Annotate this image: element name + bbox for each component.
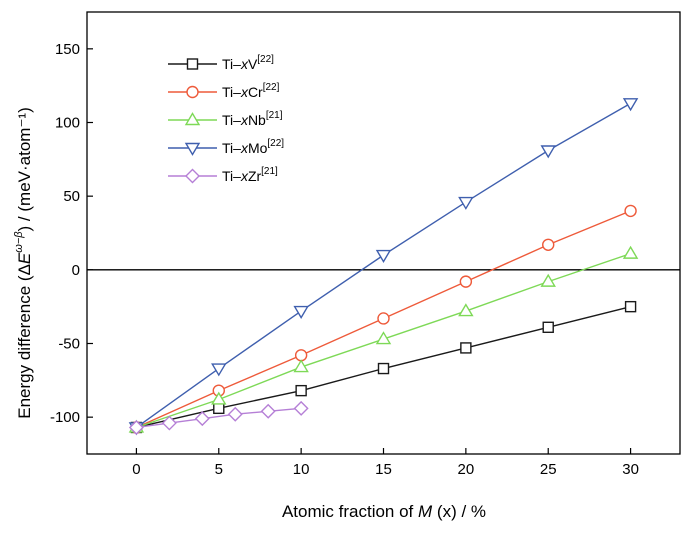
data-point-mo xyxy=(458,196,474,210)
x-tick-label: 20 xyxy=(458,461,475,478)
data-point-nb xyxy=(375,331,392,345)
legend-marker-nb xyxy=(184,112,201,126)
data-point-zr xyxy=(161,415,177,431)
x-tick-label: 15 xyxy=(375,461,392,478)
y-tick-label: 150 xyxy=(55,41,80,58)
data-point-cr xyxy=(542,238,555,251)
x-tick-label: 25 xyxy=(540,461,557,478)
x-axis-title: Atomic fraction of M (x) / % xyxy=(282,502,486,521)
data-point-cr xyxy=(624,204,637,218)
data-point-mo xyxy=(540,145,556,159)
data-point-nb xyxy=(622,245,639,259)
series-v xyxy=(130,300,637,434)
legend-label-zr: Ti–xZr[21] xyxy=(222,166,278,184)
data-point-v xyxy=(213,402,225,415)
data-point-nb xyxy=(293,359,309,373)
legend-label-nb: Ti–xNb[21] xyxy=(222,110,283,128)
data-point-mo xyxy=(293,305,309,319)
legend-item-v: Ti–xV[22] xyxy=(168,54,274,72)
x-tick-label: 30 xyxy=(622,461,639,478)
legend-marker-zr xyxy=(185,168,200,184)
legend-marker-mo xyxy=(184,142,201,156)
data-point-cr xyxy=(294,349,308,362)
legend-label-mo: Ti–xMo[22] xyxy=(222,138,284,156)
legend-marker-cr xyxy=(186,85,199,99)
data-point-nb xyxy=(458,303,474,317)
legend-marker-v xyxy=(186,58,199,70)
data-point-zr xyxy=(194,411,210,427)
data-point-v xyxy=(377,362,390,375)
data-point-zr xyxy=(260,403,276,419)
data-point-v xyxy=(460,342,472,354)
legend: Ti–xV[22] Ti–xCr[22] Ti–xNb[21] Ti–xMo[22] T… xyxy=(168,54,284,184)
legend-item-mo: Ti–xMo[22] xyxy=(168,138,284,156)
x-tick-label: 10 xyxy=(293,461,310,478)
data-point-nb xyxy=(211,391,227,405)
series-nb xyxy=(128,245,639,433)
data-point-zr xyxy=(128,419,144,435)
legend-item-zr: Ti–xZr[21] xyxy=(168,166,278,184)
data-point-v xyxy=(542,321,554,333)
data-point-zr xyxy=(293,400,309,416)
x-tick-label: 0 xyxy=(132,461,140,478)
y-tick-label: -50 xyxy=(58,336,80,353)
y-tick-label: 0 xyxy=(72,262,80,279)
legend-label-cr: Ti–xCr[22] xyxy=(222,82,280,100)
series-line-mo xyxy=(136,102,631,429)
data-point-mo xyxy=(375,249,392,263)
legend-label-v: Ti–xV[22] xyxy=(222,54,274,72)
data-point-nb xyxy=(540,273,556,287)
legend-item-nb: Ti–xNb[21] xyxy=(168,110,283,128)
y-axis-title: Energy difference (ΔEω−β) / (meV·atom⁻¹) xyxy=(13,107,34,419)
y-tick-label: 100 xyxy=(55,115,80,132)
data-point-zr xyxy=(227,406,243,422)
data-point-cr xyxy=(459,275,473,288)
y-tick-label: 50 xyxy=(63,188,80,205)
data-point-mo xyxy=(211,363,227,377)
series-zr xyxy=(128,400,309,435)
data-point-mo xyxy=(622,98,639,112)
data-point-v xyxy=(624,300,637,313)
series-mo xyxy=(128,98,639,436)
data-point-cr xyxy=(377,312,390,325)
y-tick-label: -100 xyxy=(50,409,80,426)
legend-item-cr: Ti–xCr[22] xyxy=(168,82,280,100)
series-cr xyxy=(130,204,637,434)
x-tick-label: 5 xyxy=(215,461,223,478)
plot-frame xyxy=(86,11,681,455)
data-point-v xyxy=(295,384,307,397)
